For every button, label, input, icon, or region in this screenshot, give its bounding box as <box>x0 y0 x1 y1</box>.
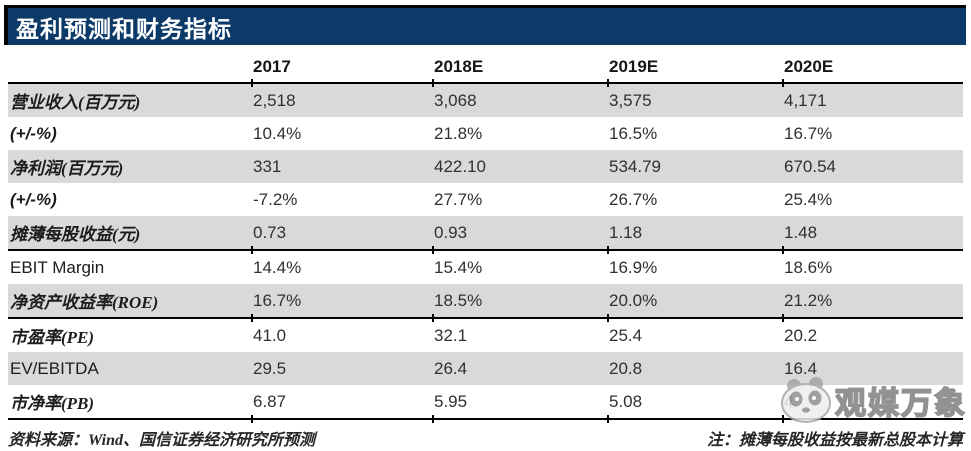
cell-value: 16.5% <box>609 123 658 143</box>
column-tick <box>251 79 253 87</box>
column-tick <box>607 314 609 322</box>
separator-line <box>8 246 963 254</box>
cell-value: 20.2 <box>784 325 818 345</box>
row-label: (+/-%) <box>10 189 57 209</box>
cell-value: 15.4% <box>434 257 483 277</box>
cell-value: 26.4 <box>434 358 468 378</box>
column-tick <box>251 415 253 423</box>
row-label: 净资产收益率(ROE) <box>10 293 159 312</box>
column-tick <box>607 246 609 254</box>
cell-value: 0.93 <box>434 222 468 242</box>
note-text: 注：摊薄每股收益按最新总股本计算 <box>706 432 963 449</box>
separator-line <box>8 79 963 87</box>
table-row: 市净率(PB) 6.87 5.95 5.08 4. <box>8 385 963 418</box>
financial-forecast-table: 2017 2018E 2019E 2020E 营业收入(百万元) 2,518 3… <box>8 48 963 423</box>
cell-value: 4,171 <box>784 90 827 110</box>
cell-value: 21.8% <box>434 123 483 143</box>
column-tick <box>607 79 609 87</box>
column-tick <box>607 415 609 423</box>
cell-value: 1.48 <box>784 222 818 242</box>
cell-value: 3,068 <box>434 90 477 110</box>
cell-value: 16.9% <box>609 257 658 277</box>
cell-value: 20.0% <box>609 290 658 310</box>
column-tick <box>782 246 784 254</box>
cell-value: 5.08 <box>609 391 643 411</box>
cell-value: 2,518 <box>253 90 296 110</box>
cell-value: 20.8 <box>609 358 643 378</box>
cell-value: 331 <box>253 156 282 176</box>
table-row: (+/-%) 10.4% 21.8% 16.5% 16.7% <box>8 117 963 150</box>
cell-value: 27.7% <box>434 189 483 209</box>
table-row: EV/EBITDA 29.5 26.4 20.8 16.4 <box>8 352 963 385</box>
table-row: 净利润(百万元) 331 422.10 534.79 670.54 <box>8 150 963 183</box>
column-tick <box>432 246 434 254</box>
cell-value: 670.54 <box>784 156 836 176</box>
row-label: 摊薄每股收益(元) <box>10 225 141 244</box>
column-tick <box>782 415 784 423</box>
row-label: 市净率(PB) <box>10 394 95 413</box>
column-tick <box>432 415 434 423</box>
cell-value: 32.1 <box>434 325 468 345</box>
cell-value: 14.4% <box>253 257 302 277</box>
cell-value: 16.7% <box>784 123 833 143</box>
cell-value: 16.4 <box>784 358 818 378</box>
cell-value: -7.2% <box>253 189 298 209</box>
cell-value: 18.5% <box>434 290 483 310</box>
column-tick <box>432 79 434 87</box>
source-text: 资料来源：Wind、国信证券经济研究所预测 <box>8 432 315 449</box>
cell-value: 25.4 <box>609 325 643 345</box>
cell-value: 0.73 <box>253 222 287 242</box>
row-label: 净利润(百万元) <box>10 159 124 178</box>
header-year-2020e: 2020E <box>784 57 834 76</box>
cell-value: 3,575 <box>609 90 652 110</box>
table-row: (+/-%) -7.2% 27.7% 26.7% 25.4% <box>8 183 963 216</box>
section-title-bar: 盈利预测和财务指标 <box>4 5 966 45</box>
row-label: EV/EBITDA <box>10 358 99 378</box>
cell-value: 21.2% <box>784 290 833 310</box>
cell-value: 25.4% <box>784 189 833 209</box>
cell-value: 41.0 <box>253 325 287 345</box>
table-header-row: 2017 2018E 2019E 2020E <box>8 48 963 82</box>
cell-value: 6.87 <box>253 391 287 411</box>
cell-value: 422.10 <box>434 156 486 176</box>
cell-value: 16.7% <box>253 290 302 310</box>
separator-line-bottom <box>8 415 963 423</box>
header-year-2017: 2017 <box>253 57 291 76</box>
table-footer: 资料来源：Wind、国信证券经济研究所预测 注：摊薄每股收益按最新总股本计算 <box>8 426 963 450</box>
cell-value: 5.95 <box>434 391 468 411</box>
table-row: 净资产收益率(ROE) 16.7% 18.5% 20.0% 21.2% <box>8 284 963 317</box>
cell-value: 18.6% <box>784 257 833 277</box>
cell-value: 1.18 <box>609 222 643 242</box>
column-tick <box>782 79 784 87</box>
cell-value: 26.7% <box>609 189 658 209</box>
cell-value: 4. <box>784 391 799 411</box>
column-tick <box>782 314 784 322</box>
row-label: (+/-%) <box>10 123 57 143</box>
table-row: 市盈率(PE) 41.0 32.1 25.4 20.2 <box>8 319 963 352</box>
column-tick <box>251 314 253 322</box>
table-row: 营业收入(百万元) 2,518 3,068 3,575 4,171 <box>8 84 963 117</box>
cell-value: 534.79 <box>609 156 661 176</box>
header-year-2018e: 2018E <box>434 57 484 76</box>
cell-value: 29.5 <box>253 358 287 378</box>
table-row: EBIT Margin 14.4% 15.4% 16.9% 18.6% <box>8 251 963 284</box>
row-label: 营业收入(百万元) <box>10 93 141 112</box>
column-tick <box>251 246 253 254</box>
header-year-2019e: 2019E <box>609 57 659 76</box>
row-label: EBIT Margin <box>10 257 105 277</box>
separator-line <box>8 314 963 322</box>
table-row: 摊薄每股收益(元) 0.73 0.93 1.18 1.48 <box>8 216 963 249</box>
cell-value: 10.4% <box>253 123 302 143</box>
row-label: 市盈率(PE) <box>10 328 95 347</box>
section-title: 盈利预测和财务指标 <box>16 15 232 42</box>
column-tick <box>432 314 434 322</box>
